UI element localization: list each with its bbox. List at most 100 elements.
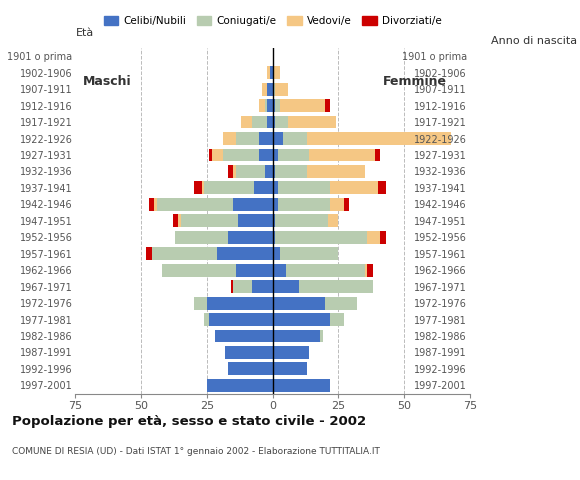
Bar [157,198,233,211]
Bar [178,215,180,227]
Bar [262,83,267,96]
Bar [309,148,375,161]
Bar [307,132,451,145]
Bar [281,247,338,260]
Bar [215,330,273,342]
Bar [278,181,331,194]
Bar [331,181,378,194]
Bar [273,297,325,310]
Bar [288,116,336,129]
Bar [331,198,343,211]
Bar [267,83,273,96]
Bar [273,330,320,342]
Bar [207,297,273,310]
Bar [218,247,273,260]
Bar [228,231,273,244]
Bar [259,99,264,112]
Bar [154,198,157,211]
Bar [194,297,207,310]
Text: Età: Età [75,28,93,38]
Bar [273,148,278,161]
Bar [212,148,223,161]
Bar [230,280,233,293]
Bar [270,66,273,79]
Bar [378,181,386,194]
Bar [252,280,273,293]
Bar [273,66,281,79]
Bar [259,132,273,145]
Bar [276,215,328,227]
Bar [273,198,278,211]
Bar [273,132,283,145]
Text: Anno di nascita: Anno di nascita [491,36,577,46]
Bar [273,280,299,293]
Bar [273,231,275,244]
Bar [278,198,331,211]
Bar [209,313,273,326]
Bar [273,362,307,375]
Bar [343,198,349,211]
Text: Maschi: Maschi [84,75,132,88]
Bar [236,264,273,276]
Bar [273,264,286,276]
Bar [162,264,236,276]
Bar [325,297,357,310]
Bar [283,132,307,145]
Bar [273,313,331,326]
Bar [194,181,202,194]
Bar [233,280,252,293]
Bar [267,99,273,112]
Bar [223,132,236,145]
Text: COMUNE DI RESIA (UD) - Dati ISTAT 1° gennaio 2002 - Elaborazione TUTTITALIA.IT: COMUNE DI RESIA (UD) - Dati ISTAT 1° gen… [12,446,379,456]
Bar [273,116,275,129]
Bar [175,231,228,244]
Bar [151,247,218,260]
Bar [307,165,365,178]
Bar [273,165,275,178]
Bar [278,148,309,161]
Bar [286,264,365,276]
Bar [225,346,273,359]
Bar [223,148,259,161]
Bar [367,231,380,244]
Bar [299,280,372,293]
Bar [267,116,273,129]
Bar [276,116,288,129]
Bar [241,116,252,129]
Legend: Celibi/Nubili, Coniugati/e, Vedovi/e, Divorziati/e: Celibi/Nubili, Coniugati/e, Vedovi/e, Di… [100,12,445,30]
Bar [236,132,259,145]
Bar [320,330,322,342]
Bar [273,247,281,260]
Bar [267,66,270,79]
Bar [259,148,273,161]
Bar [365,264,367,276]
Bar [380,231,386,244]
Bar [238,215,273,227]
Bar [273,83,275,96]
Bar [209,148,212,161]
Bar [233,198,273,211]
Text: Femmine: Femmine [383,75,447,88]
Bar [273,181,278,194]
Bar [264,165,273,178]
Bar [273,346,309,359]
Bar [273,215,275,227]
Bar [273,379,331,392]
Bar [204,181,254,194]
Bar [331,313,343,326]
Bar [252,116,267,129]
Bar [233,165,236,178]
Bar [146,247,151,260]
Bar [204,313,209,326]
Bar [180,215,238,227]
Bar [264,99,267,112]
Bar [276,99,281,112]
Bar [276,165,307,178]
Bar [276,231,367,244]
Bar [375,148,380,161]
Bar [254,181,273,194]
Bar [367,264,372,276]
Bar [202,181,204,194]
Text: Popolazione per età, sesso e stato civile - 2002: Popolazione per età, sesso e stato civil… [12,415,366,428]
Bar [228,362,273,375]
